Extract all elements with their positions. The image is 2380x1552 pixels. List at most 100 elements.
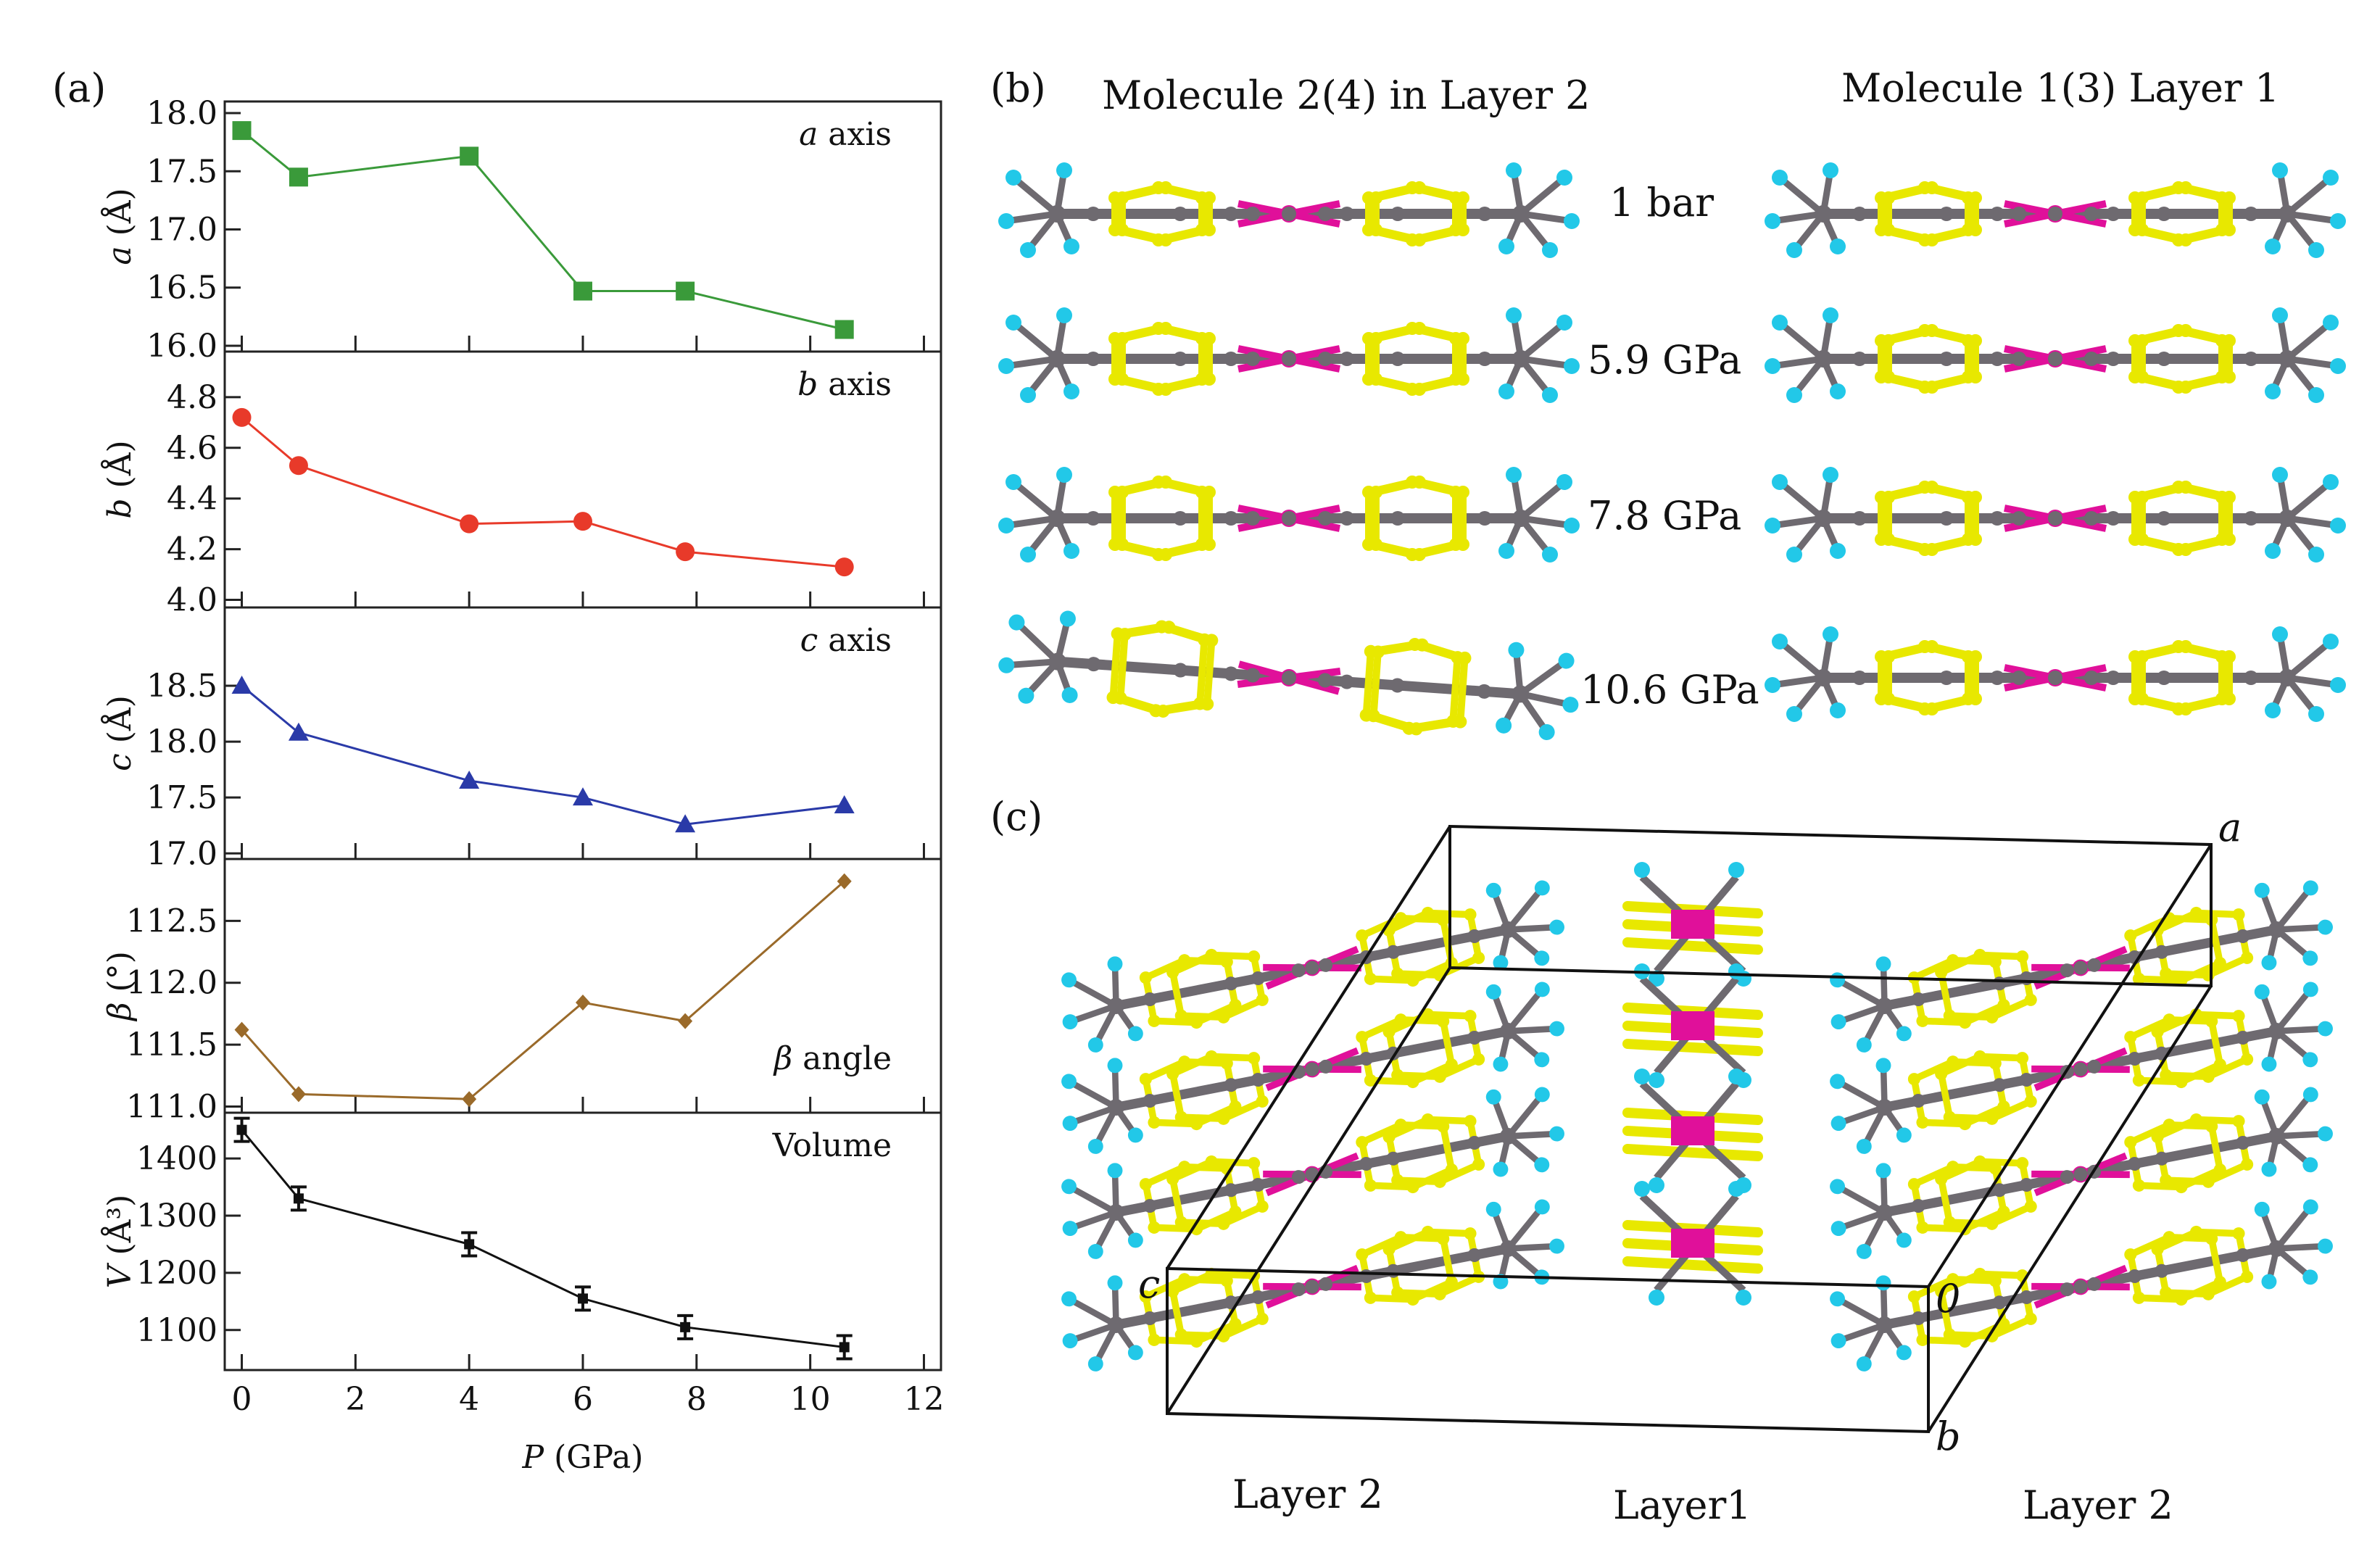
x-tick-label: 0 (232, 1381, 252, 1418)
data-point (232, 121, 252, 141)
molecule (1061, 982, 1564, 1154)
data-point (675, 814, 696, 833)
y-tick-label: 112.5 (126, 902, 217, 939)
data-point (834, 320, 854, 339)
molecule (998, 307, 1580, 403)
data-point (234, 1021, 249, 1038)
y-tick-label: 17.0 (146, 212, 217, 249)
data-point (575, 1285, 591, 1312)
molecule (1830, 1199, 2333, 1372)
subplot-b: 4.0 4.2 4.4 4.6 4.8 b (Å) b axis (100, 350, 942, 619)
molecule (1061, 1087, 1564, 1259)
molecule (998, 610, 1579, 740)
molecule (1765, 626, 2346, 722)
cell-axis-b: b (1936, 1414, 1961, 1459)
y-tick-label: 111.0 (126, 1088, 217, 1125)
y-tick-label: 16.0 (146, 328, 217, 365)
data-point (678, 1013, 693, 1029)
panel-b-title-right: Molecule 1(3) Layer 1 (1841, 65, 2279, 111)
molecule-stack (1622, 1181, 1763, 1306)
pressure-label-3: 7.8 GPa (1588, 493, 1741, 539)
layer-label-middle: Layer1 (1613, 1482, 1751, 1528)
x-tick-label: 2 (345, 1381, 365, 1418)
y-tick-label: 4.8 (167, 379, 217, 416)
panel-b-title-left: Molecule 2(4) in Layer 2 (1102, 72, 1591, 118)
x-tick-label: 8 (687, 1381, 707, 1418)
panel-b-label: (b) (990, 65, 1046, 111)
data-point (573, 281, 592, 301)
y-tick-label: 4.0 (167, 582, 217, 619)
data-point (576, 995, 590, 1011)
data-point (460, 514, 479, 534)
data-point (677, 1314, 694, 1340)
molecule (1061, 1199, 1564, 1372)
molecule-stack (1622, 1068, 1763, 1193)
subplot-a: 16.0 16.5 17.0 17.5 18.0 a (Å) a axis (100, 95, 942, 365)
y-tick-label: 4.2 (167, 531, 217, 568)
y-tick-label: 18.0 (146, 723, 217, 760)
y-axis-title: β (°) (101, 951, 138, 1022)
data-point (233, 1116, 250, 1143)
molecule (1765, 467, 2346, 563)
molecule (1765, 162, 2346, 258)
series-annotation: a axis (799, 116, 892, 153)
x-axis-title: P (GPa) (522, 1439, 644, 1476)
data-point (459, 771, 480, 789)
data-point (289, 456, 308, 476)
data-point (836, 1334, 853, 1361)
subplot-beta: 111.0 111.5 112.0 112.5 β (°) β angle (101, 858, 942, 1125)
y-tick-label: 111.5 (126, 1026, 217, 1063)
data-point (837, 873, 852, 889)
unit-cell (1166, 824, 2213, 1434)
y-tick-label: 1300 (136, 1198, 217, 1234)
y-axis-title: a (Å) (100, 188, 138, 265)
cell-origin: 0 (1936, 1276, 1960, 1321)
y-tick-label: 1400 (136, 1140, 217, 1177)
data-point (462, 1091, 477, 1108)
data-point (834, 794, 855, 813)
panel-b-molecules: Molecule 2(4) in Layer 2 Molecule 1(3) L… (998, 65, 2346, 740)
data-point (676, 542, 695, 562)
x-tick-label: 10 (790, 1381, 831, 1418)
series-annotation: c axis (800, 622, 892, 659)
y-tick-label: 16.5 (146, 270, 217, 307)
molecule (998, 467, 1580, 563)
x-tick-label: 4 (459, 1381, 479, 1418)
y-tick-label: 112.0 (126, 965, 217, 1002)
layer-label-right: Layer 2 (2023, 1482, 2173, 1528)
pressure-label-4: 10.6 GPa (1580, 667, 1759, 713)
series-annotation: β angle (773, 1040, 892, 1077)
data-point (290, 1185, 307, 1212)
subplot-c: 17.0 17.5 18.0 18.5c (Å) c axis (100, 606, 942, 872)
molecule (1765, 307, 2346, 403)
y-tick-label: 1200 (136, 1255, 217, 1292)
layer-label-left: Layer 2 (1232, 1472, 1383, 1517)
molecule (1830, 880, 2333, 1053)
y-axis-title: c (Å) (100, 695, 138, 771)
data-point (232, 407, 252, 427)
data-point (461, 1231, 478, 1258)
y-tick-label: 17.0 (146, 835, 217, 872)
pressure-label-2: 5.9 GPa (1588, 337, 1741, 383)
data-point (231, 675, 252, 694)
data-point (288, 722, 309, 741)
x-tick-label: 6 (573, 1381, 593, 1418)
data-point (573, 512, 592, 531)
series-line (241, 684, 845, 826)
y-tick-label: 4.4 (167, 481, 217, 518)
panel-c-label: (c) (990, 794, 1042, 839)
data-point (573, 787, 593, 806)
data-point (291, 1086, 306, 1103)
molecule (998, 162, 1580, 258)
subplot-volume: 1100 1200 1300 1400 V (Å³) Volume 0 2 4 6 8 10 12 P (… (100, 1111, 944, 1476)
cell-axis-c: c (1138, 1261, 1160, 1307)
series-line (241, 1129, 845, 1348)
y-tick-label: 17.5 (146, 779, 217, 816)
data-point (460, 146, 479, 166)
series-annotation: b axis (797, 366, 892, 403)
molecule (1830, 982, 2333, 1154)
panel-a-label: (a) (52, 65, 106, 111)
panel-a-charts: 16.0 16.5 17.0 17.5 18.0 a (Å) a axis 4.0 4.2 4.4… (100, 95, 944, 1476)
data-point (676, 281, 695, 301)
